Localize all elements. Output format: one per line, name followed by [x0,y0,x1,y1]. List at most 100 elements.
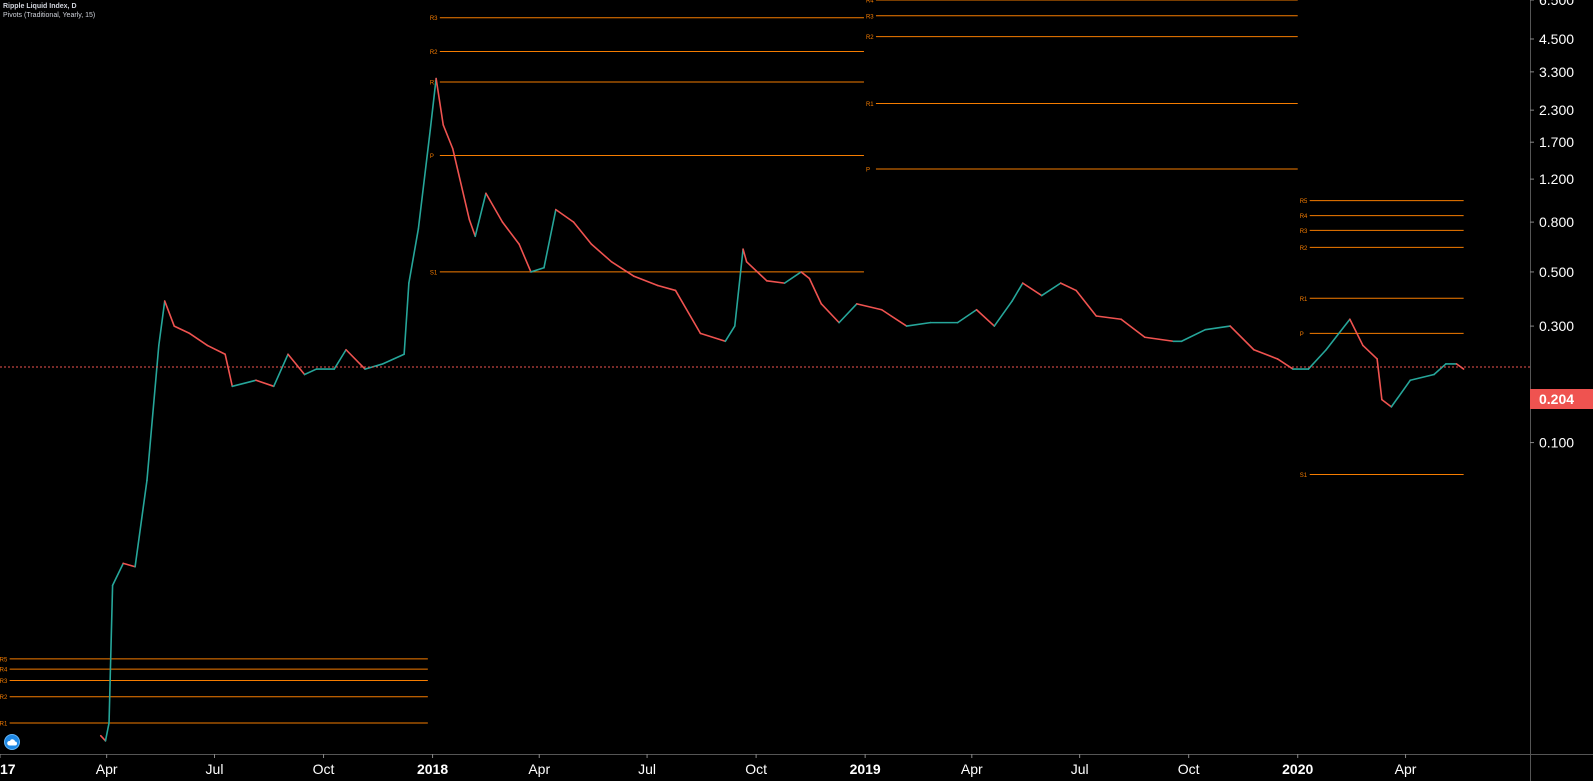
pivot-label-2018-r3: R3 [430,16,438,22]
price-segment [272,353,289,388]
y-tick-label: 2.300 [1539,102,1574,118]
price-segment [122,562,136,568]
pivot-label-2020-r4: R4 [1300,214,1308,220]
pivot-label-2020-r3: R3 [1300,229,1308,235]
price-segment [590,243,613,263]
x-tick-label: Oct [1178,761,1200,777]
price-segment [733,248,744,327]
price-series [99,77,1465,742]
price-segment [1059,282,1077,292]
price-segment [1253,348,1279,360]
pivot-label-2020-p: P [1300,332,1304,338]
price-segment [224,353,234,388]
price-segment [403,282,410,356]
price-segment [1276,358,1294,370]
price-segment [800,271,811,280]
price-segment [656,284,677,292]
price-segment [255,379,275,388]
price-segment [1021,282,1043,297]
x-tick-label: 2020 [1282,761,1313,777]
price-segment [206,344,226,356]
y-tick-label: 1.200 [1539,171,1574,187]
price-segment [381,353,405,365]
pivot-label-2020-r1: R1 [1300,297,1308,303]
price-segment [699,332,727,343]
pivot-label-2018-r1: R1 [430,80,438,86]
price-segment [303,368,318,376]
price-segment [975,308,996,327]
price-segment [104,722,110,742]
price-segment [163,300,176,327]
price-segment [856,303,883,311]
price-segment [1204,325,1231,331]
price-segment [1144,336,1175,343]
price-segment [474,192,487,238]
price-segment [1307,348,1327,370]
price-segment [820,303,840,324]
price-segment [146,344,160,482]
price-segment [1433,363,1447,376]
y-tick-label: 6.500 [1539,0,1574,8]
price-segment [555,208,575,223]
y-tick-label: 0.800 [1539,214,1574,230]
x-tick-label: Apr [528,761,550,777]
pivot-label-2020-r2: R2 [1300,246,1308,252]
price-segment [674,289,702,335]
price-segment [633,275,659,287]
pivot-label-2017-r3: R3 [0,679,8,685]
price-segment [543,208,557,269]
price-segment [158,300,166,347]
price-segment [173,325,191,335]
price-segment [745,261,768,282]
x-tick-label: Jul [638,761,656,777]
price-segment [1095,315,1122,321]
pivot-levels: R5 R4 R3 R2 R1 R3 R2 R1 P S1 R4 R3 R2 R1 P R5 R4 R3 R2 R1 P S… [0,0,1464,728]
price-segment [442,124,454,150]
price-segment [417,129,432,230]
cloud-icon[interactable] [4,734,20,750]
pivot-label-2017-r1: R1 [0,722,8,728]
price-segment [783,271,802,284]
y-tick-label: 3.300 [1539,64,1574,80]
price-segment [1075,289,1098,317]
pivot-label-2018-p: P [430,154,434,160]
price-segment [99,734,107,742]
x-tick-label: 2019 [850,761,881,777]
pivot-label-2019-r1: R1 [866,102,874,108]
price-segment [880,308,908,327]
price-segment [572,221,593,245]
price-segment [231,379,257,388]
price-segment [993,300,1013,327]
y-tick-label: 1.700 [1539,134,1574,150]
price-segment [1376,358,1383,401]
pivot-label-2019-r4: R4 [866,0,874,5]
price-segment [610,261,635,278]
pivot-label-2020-r5: R5 [1300,199,1308,205]
price-segment [1362,344,1378,360]
price-segment [1325,318,1351,351]
x-tick-label: Jul [1071,761,1089,777]
price-segment [518,243,532,273]
price-segment [429,77,437,132]
price-segment [808,277,823,305]
y-tick-label: 4.500 [1539,31,1574,47]
price-segment [287,353,306,376]
pivot-label-2018-s1: S1 [430,270,438,276]
price-segment [1120,318,1146,339]
price-segment [1180,328,1207,343]
pivot-label-2019-p: P [866,168,870,174]
x-tick-label: Oct [313,761,335,777]
price-segment [1409,373,1435,382]
pivot-label-2017-r2: R2 [0,695,8,701]
price-segment [724,325,736,343]
x-tick-label: 2018 [417,761,448,777]
price-segment [530,266,545,273]
price-segment [333,348,347,370]
price-segment [1011,282,1024,302]
y-tick-label: 0.100 [1539,435,1574,451]
pivot-label-2018-r2: R2 [430,50,438,56]
chart-title: Ripple Liquid Index, D [3,3,77,10]
